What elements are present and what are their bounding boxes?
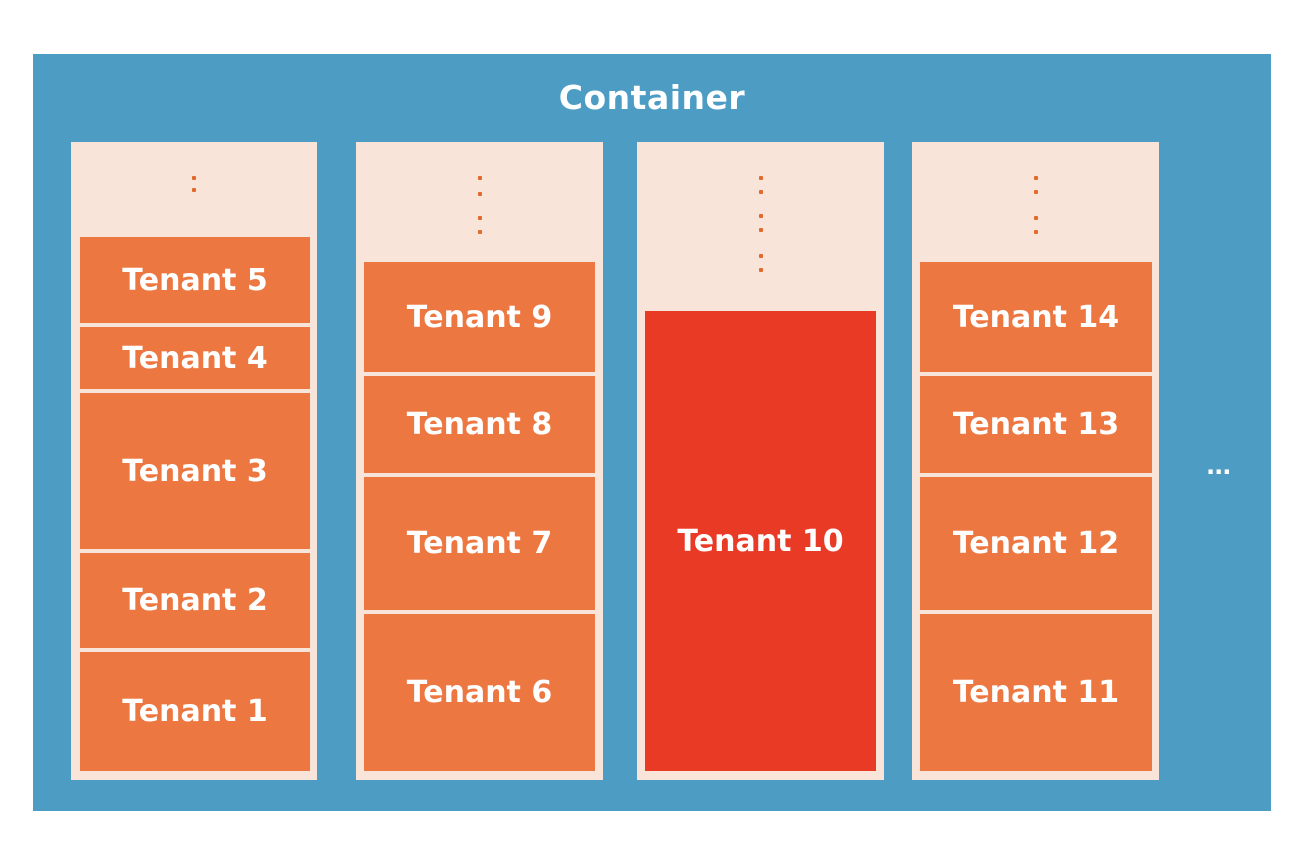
ellipsis-dot [759,190,763,194]
tenant-1: Tenant 1 [80,652,310,771]
tenant-5: Tenant 5 [80,237,310,323]
ellipsis-dot [1034,190,1038,194]
ellipsis-dot [759,254,763,258]
ellipsis-dot [478,176,482,180]
ellipsis-dot [759,176,763,180]
ellipsis-dot [759,268,763,272]
column-3: Tenant 10 [637,142,884,780]
tenant-14: Tenant 14 [920,262,1152,372]
ellipsis-dot [1034,230,1038,234]
ellipsis-dot [1034,176,1038,180]
ellipsis-dot [478,216,482,220]
ellipsis-dot [759,228,763,232]
tenant-6: Tenant 6 [364,614,595,771]
ellipsis-dot [478,192,482,196]
tenant-9: Tenant 9 [364,262,595,372]
tenant-11: Tenant 11 [920,614,1152,771]
tenant-2: Tenant 2 [80,553,310,648]
tenant-13: Tenant 13 [920,376,1152,473]
ellipsis-dot [192,188,196,192]
column-2: Tenant 9 Tenant 8 Tenant 7 Tenant 6 [356,142,603,780]
column-4: Tenant 14 Tenant 13 Tenant 12 Tenant 11 [912,142,1159,780]
ellipsis-dot [759,214,763,218]
tenant-8: Tenant 8 [364,376,595,473]
more-containers-indicator: ... [1206,452,1231,480]
tenant-4: Tenant 4 [80,327,310,389]
tenant-7: Tenant 7 [364,477,595,610]
ellipsis-dot [478,230,482,234]
tenant-3: Tenant 3 [80,393,310,549]
tenant-10: Tenant 10 [645,311,876,771]
ellipsis-dot [1034,216,1038,220]
ellipsis-dot [192,176,196,180]
column-1: Tenant 5 Tenant 4 Tenant 3 Tenant 2 Tena… [71,142,317,780]
container-title: Container [558,78,746,117]
tenant-12: Tenant 12 [920,477,1152,610]
